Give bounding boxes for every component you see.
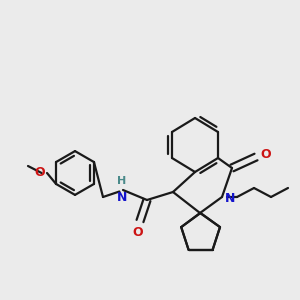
Text: O: O [34,167,45,179]
Text: O: O [132,226,143,239]
Text: H: H [118,176,127,186]
Text: N: N [117,190,127,204]
Text: O: O [260,148,271,161]
Text: N: N [224,192,235,205]
